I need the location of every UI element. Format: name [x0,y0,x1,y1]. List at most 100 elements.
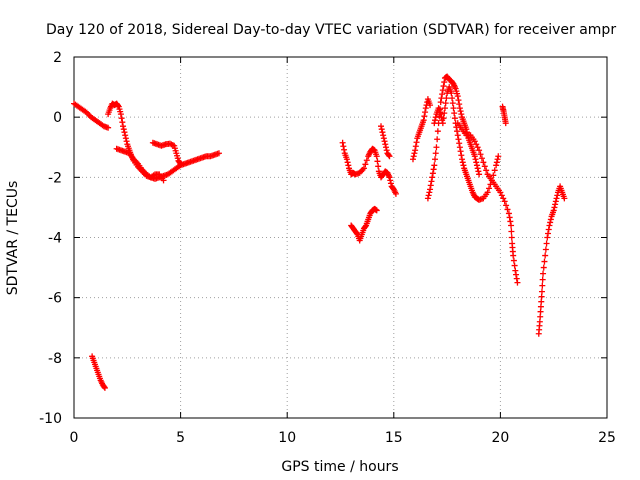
data-point-arc6 [340,143,347,150]
data-point-arc10 [439,91,446,98]
data-point-arc12 [503,202,510,209]
data-point-arc7 [353,230,360,237]
data-point-arc12 [473,141,480,148]
data-point-arc11 [460,162,467,169]
data-point-arc14 [538,298,545,305]
x-tick-label: 15 [385,430,403,446]
data-point-arc10 [425,192,432,199]
data-point-arc10 [427,182,434,189]
data-point-arc14 [554,192,561,199]
data-point-arc10 [441,79,448,86]
data-point-arc2 [120,123,127,130]
data-point-arc9 [410,153,417,160]
data-point-arc12 [506,214,513,221]
data-point-arc5 [101,384,108,391]
data-point-arc8 [386,153,393,160]
data-point-arc10 [424,195,431,202]
data-point-arc10 [456,105,463,112]
data-point-arc6 [392,190,399,197]
data-point-arc14 [545,230,552,237]
data-point-arc11 [454,132,461,139]
data-point-arc14 [552,201,559,208]
data-point-arc6 [341,146,348,153]
data-point-arc11 [451,110,458,117]
data-point-arc6 [344,159,351,166]
data-point-arc12 [508,228,515,235]
data-point-arc10 [476,171,483,178]
data-point-arc8 [382,141,389,148]
data-point-arc11 [440,115,447,122]
data-point-arc8 [380,135,387,142]
data-point-arc10 [473,159,480,166]
data-point-arc10 [428,178,435,185]
y-tick-label: -10 [39,411,62,427]
data-point-arc4 [177,160,184,167]
data-point-arc11 [437,111,444,118]
data-point-arc14 [539,276,546,283]
data-point-arc12 [474,144,481,151]
data-point-arc14 [537,308,544,315]
data-point-arc3 [160,177,167,184]
data-point-arc14 [561,195,568,202]
data-point-arc11 [493,162,500,169]
data-point-arc10 [440,83,447,90]
data-point-arc6 [386,174,393,181]
data-point-arc9 [413,139,420,146]
x-axis-label: GPS time / hours [281,459,398,475]
data-point-arc9 [422,109,429,116]
data-point-arc10 [432,156,439,163]
data-point-arc11 [494,156,501,163]
data-point-arc14 [542,246,549,253]
y-tick-label: -8 [48,351,62,367]
data-point-arc11 [451,115,458,122]
data-point-arc10 [439,87,446,94]
data-point-arc2 [122,135,129,142]
data-point-arc1 [105,124,112,131]
data-point-arc8 [378,123,385,130]
data-point-arc10 [427,186,434,193]
data-point-arc14 [544,234,551,241]
data-point-arc4 [168,141,175,148]
data-point-arc11 [449,100,456,107]
data-point-arc11 [491,167,498,174]
data-point-arc8 [380,132,387,139]
data-point-arc11 [441,110,448,117]
data-point-arc12 [513,271,520,278]
data-point-arc14 [541,258,548,265]
data-point-arc14 [540,264,547,271]
data-point-arc11 [484,189,491,196]
y-tick-label: 2 [53,50,62,66]
data-point-arc11 [459,156,466,163]
data-point-arc11 [490,172,497,179]
data-point-arc12 [500,195,507,202]
data-point-arc10 [429,174,436,181]
data-point-arc14 [547,219,554,226]
data-point-arc2 [121,129,128,136]
data-point-arc6 [363,157,370,164]
data-point-arc10 [458,111,465,118]
y-tick-label: -4 [48,231,62,247]
data-point-arc11 [457,148,464,155]
data-point-arc12 [512,267,519,274]
data-point-arc4 [176,159,183,166]
data-point-arc14 [550,207,557,214]
data-point-arc11 [458,152,465,159]
data-point-arc12 [471,138,478,145]
data-point-arc12 [476,147,483,154]
data-point-arc14 [546,222,553,229]
data-point-arc12 [498,192,505,199]
data-point-arc2 [117,111,124,118]
data-point-arc2 [115,102,122,109]
data-point-arc7 [373,207,380,214]
y-tick-label: -2 [48,170,62,186]
data-point-arc6 [345,162,352,169]
data-point-arc12 [504,206,511,213]
data-point-arc10 [455,97,462,104]
data-point-arc10 [426,189,433,196]
data-point-arc12 [501,198,508,205]
data-point-arc12 [505,210,512,217]
data-point-arc9 [412,143,419,150]
data-point-arc11 [439,120,446,127]
data-marks [71,73,568,391]
